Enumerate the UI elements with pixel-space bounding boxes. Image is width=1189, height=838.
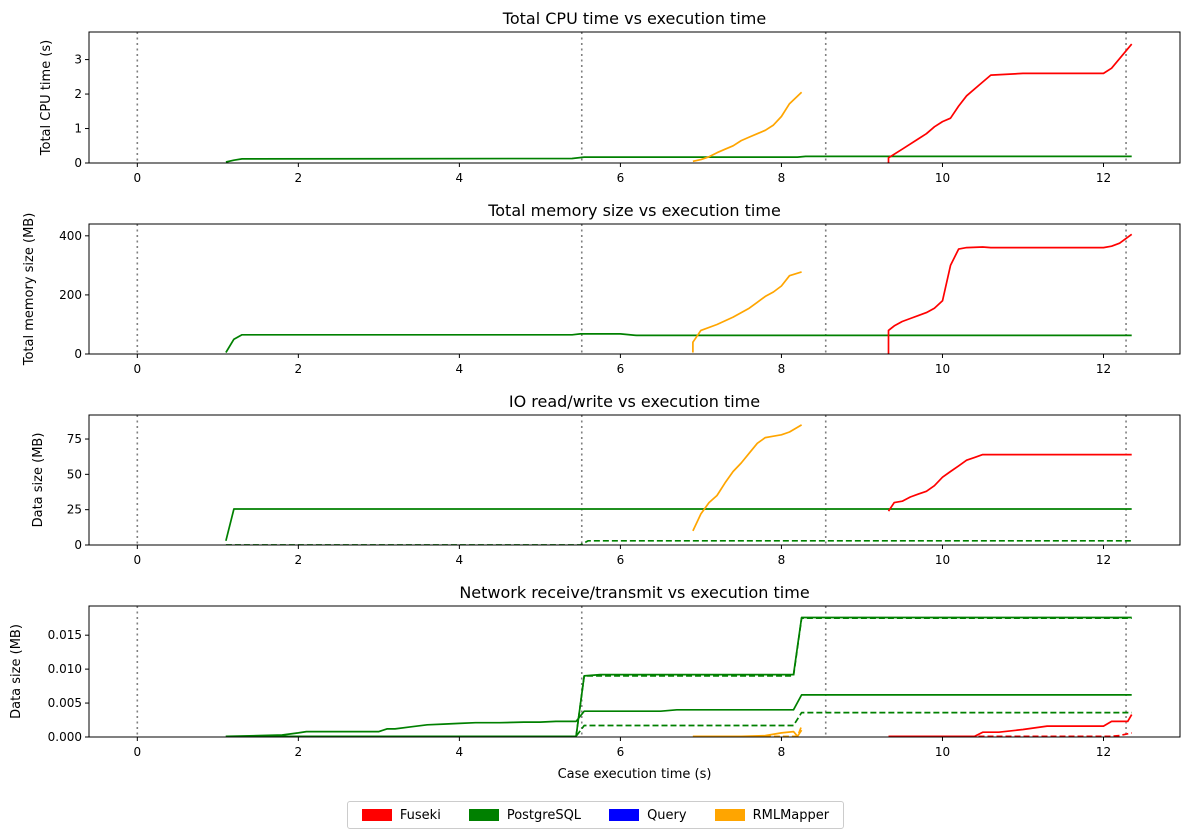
plot-lines xyxy=(225,233,1133,354)
x-tick-label: 4 xyxy=(456,745,464,759)
x-tick-label: 6 xyxy=(617,553,625,567)
series-line-postgresql xyxy=(225,694,1132,737)
subplot-title: Total memory size vs execution time xyxy=(487,201,781,220)
subplot-title: Total CPU time vs execution time xyxy=(502,9,766,28)
x-tick-label: 10 xyxy=(935,362,950,376)
x-tick-label: 2 xyxy=(295,745,303,759)
x-tick-label: 12 xyxy=(1096,553,1111,567)
x-tick-label: 8 xyxy=(778,745,786,759)
y-axis-label: Total CPU time (s) xyxy=(39,40,54,156)
series-line-fuseki xyxy=(887,43,1133,163)
plot-lines xyxy=(225,43,1133,163)
y-tick-label: 25 xyxy=(67,503,82,517)
x-axis-label: Case execution time (s) xyxy=(558,767,712,782)
x-tick-label: 8 xyxy=(778,362,786,376)
series-line-rmlmapper xyxy=(692,424,803,532)
x-tick-label: 10 xyxy=(935,553,950,567)
legend-label-postgresql: PostgreSQL xyxy=(506,807,582,823)
y-axis-label: Data size (MB) xyxy=(9,624,24,719)
series-line-postgresql xyxy=(225,508,1132,542)
series-line-postgresql xyxy=(225,616,1132,737)
y-tick-label: 400 xyxy=(59,229,82,243)
legend-swatch-postgresql xyxy=(468,809,499,821)
y-tick-label: 0.010 xyxy=(48,662,82,676)
x-tick-label: 8 xyxy=(778,171,786,185)
x-tick-label: 10 xyxy=(935,745,950,759)
x-tick-label: 0 xyxy=(133,171,141,185)
chart-canvas: Total CPU time vs execution time Total CP… xyxy=(9,9,1181,782)
legend-label-query: Query xyxy=(647,807,687,823)
x-tick-label: 12 xyxy=(1096,745,1111,759)
series-line-rmlmapper xyxy=(692,271,802,353)
x-tick-label: 4 xyxy=(456,553,464,567)
series-line-postgresql-dashed xyxy=(225,539,1132,545)
plot-frame xyxy=(88,414,1181,546)
series-line-rmlmapper xyxy=(692,729,803,737)
subplot-title: Network receive/transmit vs execution ti… xyxy=(459,583,809,602)
plot-lines xyxy=(225,616,1133,737)
legend-label-rmlmapper: RMLMapper xyxy=(752,807,830,823)
x-tick-label: 8 xyxy=(778,553,786,567)
y-tick-label: 75 xyxy=(67,432,82,446)
legend-swatch-query xyxy=(609,809,640,821)
x-tick-label: 0 xyxy=(133,745,141,759)
x-tick-label: 4 xyxy=(456,362,464,376)
plot-lines xyxy=(225,424,1132,545)
series-line-fuseki xyxy=(887,233,1133,354)
x-tick-label: 0 xyxy=(133,362,141,376)
series-line-fuseki xyxy=(887,453,1132,512)
y-axis-label: Data size (MB) xyxy=(31,433,46,528)
subplot-1: Total CPU time vs execution time Total CP… xyxy=(39,9,1181,185)
x-tick-label: 6 xyxy=(617,745,625,759)
plot-frame xyxy=(88,223,1181,355)
x-tick-label: 4 xyxy=(456,171,464,185)
y-tick-label: 1 xyxy=(74,122,82,136)
y-tick-label: 0.000 xyxy=(48,730,82,744)
y-tick-label: 50 xyxy=(67,467,82,481)
series-line-postgresql xyxy=(225,333,1132,353)
plot-frame xyxy=(88,31,1181,164)
y-axis-label: Total memory size (MB) xyxy=(22,213,37,367)
legend-item-fuseki: Fuseki xyxy=(361,807,441,823)
legend-item-rmlmapper: RMLMapper xyxy=(714,807,830,823)
subplot-2: Total memory size vs execution time Total… xyxy=(22,201,1181,376)
legend-label-fuseki: Fuseki xyxy=(399,807,441,823)
x-tick-label: 6 xyxy=(617,171,625,185)
x-tick-label: 2 xyxy=(295,362,303,376)
x-tick-label: 6 xyxy=(617,362,625,376)
series-line-postgresql-dashed xyxy=(225,617,1132,737)
subplot-title: IO read/write vs execution time xyxy=(509,392,760,411)
y-tick-label: 0 xyxy=(74,156,82,170)
legend-swatch-fuseki xyxy=(361,809,392,821)
x-tick-label: 0 xyxy=(133,553,141,567)
y-tick-label: 3 xyxy=(74,53,82,67)
series-line-rmlmapper xyxy=(692,91,803,163)
series-line-postgresql-dashed xyxy=(225,711,1132,737)
legend-swatch-rmlmapper xyxy=(714,809,745,821)
y-tick-label: 0 xyxy=(74,538,82,552)
x-tick-label: 12 xyxy=(1096,171,1111,185)
series-line-rmlmapper-dashed xyxy=(692,725,803,737)
x-tick-label: 2 xyxy=(295,553,303,567)
plot-frame xyxy=(88,605,1181,738)
x-tick-label: 10 xyxy=(935,171,950,185)
y-tick-label: 200 xyxy=(59,288,82,302)
series-line-fuseki xyxy=(888,714,1133,737)
y-tick-label: 0.015 xyxy=(48,628,82,642)
legend-item-postgresql: PostgreSQL xyxy=(468,807,582,823)
x-tick-label: 12 xyxy=(1096,362,1111,376)
series-line-postgresql xyxy=(225,155,1132,163)
legend: Fuseki PostgreSQL Query RMLMapper xyxy=(347,801,844,829)
y-tick-label: 0.005 xyxy=(48,696,82,710)
legend-item-query: Query xyxy=(609,808,687,823)
y-tick-label: 2 xyxy=(74,87,82,101)
series-line-fuseki-dashed xyxy=(888,732,1132,737)
y-tick-label: 0 xyxy=(74,347,82,361)
subplot-3: IO read/write vs execution time Data size… xyxy=(31,392,1181,567)
x-tick-label: 2 xyxy=(295,171,303,185)
subplot-4: Network receive/transmit vs execution ti… xyxy=(9,583,1181,782)
